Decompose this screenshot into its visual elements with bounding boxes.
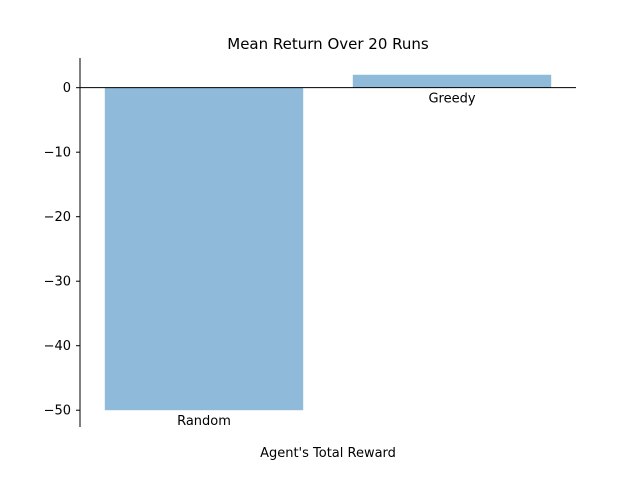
- y-tick-label: −10: [44, 146, 71, 161]
- category-label-greedy: Greedy: [428, 92, 475, 107]
- y-tick-label: −40: [44, 339, 71, 354]
- category-labels-group: Random Greedy: [177, 92, 476, 430]
- chart-title: Mean Return Over 20 Runs: [227, 35, 429, 53]
- y-tick-label: 0: [63, 81, 71, 96]
- y-tick-label: −50: [44, 404, 71, 419]
- x-axis-label: Agent's Total Reward: [260, 446, 396, 461]
- y-tick-label: −30: [44, 275, 71, 290]
- bars-group: [104, 74, 552, 411]
- y-tick-label: −20: [44, 210, 71, 225]
- axes-group: [79, 58, 576, 427]
- category-label-random: Random: [177, 414, 231, 429]
- bar-greedy: [352, 74, 552, 88]
- y-ticks-group: 0 −10 −20 −30 −40 −50: [44, 81, 80, 419]
- bar-random: [104, 87, 304, 411]
